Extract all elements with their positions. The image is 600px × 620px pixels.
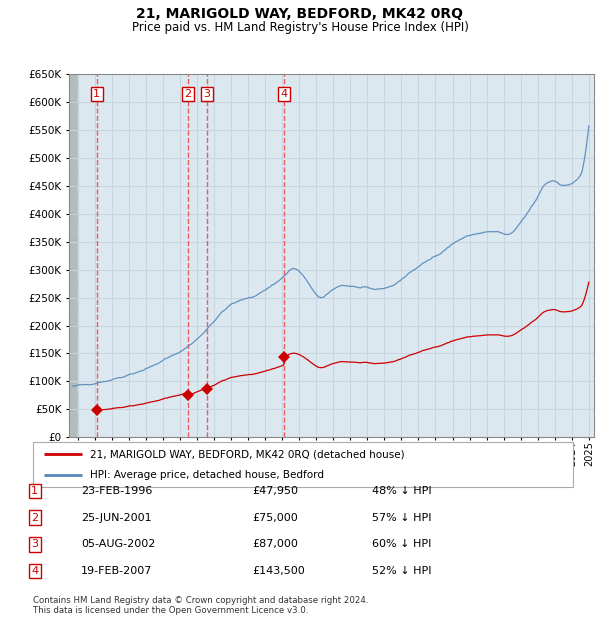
- Text: 2: 2: [31, 513, 38, 523]
- Text: 1: 1: [93, 89, 100, 99]
- Text: £75,000: £75,000: [252, 513, 298, 523]
- Text: Contains HM Land Registry data © Crown copyright and database right 2024.
This d: Contains HM Land Registry data © Crown c…: [33, 596, 368, 615]
- Text: 48% ↓ HPI: 48% ↓ HPI: [372, 486, 431, 496]
- Text: 57% ↓ HPI: 57% ↓ HPI: [372, 513, 431, 523]
- Text: Price paid vs. HM Land Registry's House Price Index (HPI): Price paid vs. HM Land Registry's House …: [131, 21, 469, 34]
- Text: 52% ↓ HPI: 52% ↓ HPI: [372, 566, 431, 576]
- Text: 21, MARIGOLD WAY, BEDFORD, MK42 0RQ (detached house): 21, MARIGOLD WAY, BEDFORD, MK42 0RQ (det…: [90, 449, 404, 459]
- Text: 19-FEB-2007: 19-FEB-2007: [81, 566, 152, 576]
- FancyBboxPatch shape: [33, 442, 573, 487]
- Text: 05-AUG-2002: 05-AUG-2002: [81, 539, 155, 549]
- Text: £47,950: £47,950: [252, 486, 298, 496]
- Text: £143,500: £143,500: [252, 566, 305, 576]
- Text: 4: 4: [281, 89, 287, 99]
- Text: £87,000: £87,000: [252, 539, 298, 549]
- Text: 21, MARIGOLD WAY, BEDFORD, MK42 0RQ: 21, MARIGOLD WAY, BEDFORD, MK42 0RQ: [137, 7, 464, 22]
- Text: 2: 2: [184, 89, 191, 99]
- Text: 23-FEB-1996: 23-FEB-1996: [81, 486, 152, 496]
- Text: HPI: Average price, detached house, Bedford: HPI: Average price, detached house, Bedf…: [90, 469, 324, 480]
- Bar: [69, 74, 77, 437]
- Text: 60% ↓ HPI: 60% ↓ HPI: [372, 539, 431, 549]
- Text: 4: 4: [31, 566, 38, 576]
- Text: 25-JUN-2001: 25-JUN-2001: [81, 513, 152, 523]
- Text: 3: 3: [31, 539, 38, 549]
- Text: 3: 3: [203, 89, 211, 99]
- Text: 1: 1: [31, 486, 38, 496]
